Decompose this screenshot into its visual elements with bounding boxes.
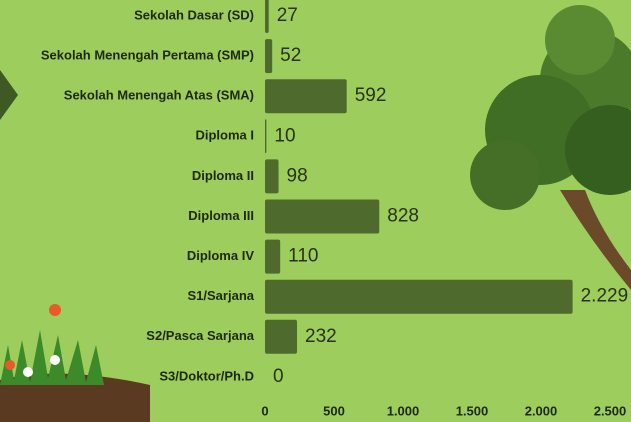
category-label: S1/Sarjana — [188, 288, 255, 303]
x-tick-label: 2.500 — [594, 403, 627, 418]
x-tick-label: 2.000 — [525, 403, 558, 418]
chart: 0 500 1.000 1.500 2.000 2.500 Sekolah Dasar (S… — [0, 0, 631, 422]
value-label: 2.229 — [581, 286, 629, 307]
value-label: 52 — [280, 45, 301, 66]
value-label: 592 — [355, 85, 387, 106]
category-label: Sekolah Menengah Pertama (SMP) — [41, 48, 254, 63]
value-label: 0 — [273, 366, 284, 387]
category-label: S2/Pasca Sarjana — [146, 328, 254, 343]
value-label: 10 — [274, 125, 295, 146]
category-label: Diploma II — [192, 168, 254, 183]
page: 0 500 1.000 1.500 2.000 2.500 Sekolah Dasar (S… — [0, 0, 631, 422]
bar — [265, 79, 347, 113]
bar — [265, 200, 379, 234]
bar — [265, 240, 280, 274]
value-label: 828 — [387, 206, 419, 227]
bar — [265, 0, 269, 33]
value-label: 98 — [287, 165, 308, 186]
bar — [265, 159, 279, 193]
x-tick-label: 500 — [323, 403, 345, 418]
x-tick-label: 1.000 — [387, 403, 420, 418]
x-tick-label: 1.500 — [456, 403, 489, 418]
value-label: 110 — [288, 246, 318, 267]
category-label: Diploma IV — [187, 248, 255, 263]
category-label: S3/Doktor/Ph.D — [159, 368, 254, 383]
bar — [265, 119, 266, 153]
bar — [265, 280, 573, 314]
value-label: 27 — [277, 5, 298, 26]
category-label: Sekolah Dasar (SD) — [134, 7, 254, 22]
bar — [265, 320, 297, 354]
bar — [265, 39, 272, 73]
category-label: Diploma III — [188, 208, 254, 223]
category-label: Sekolah Menengah Atas (SMA) — [64, 88, 254, 103]
value-label: 232 — [305, 326, 337, 347]
category-label: Diploma I — [195, 128, 254, 143]
x-tick-label: 0 — [261, 403, 268, 418]
